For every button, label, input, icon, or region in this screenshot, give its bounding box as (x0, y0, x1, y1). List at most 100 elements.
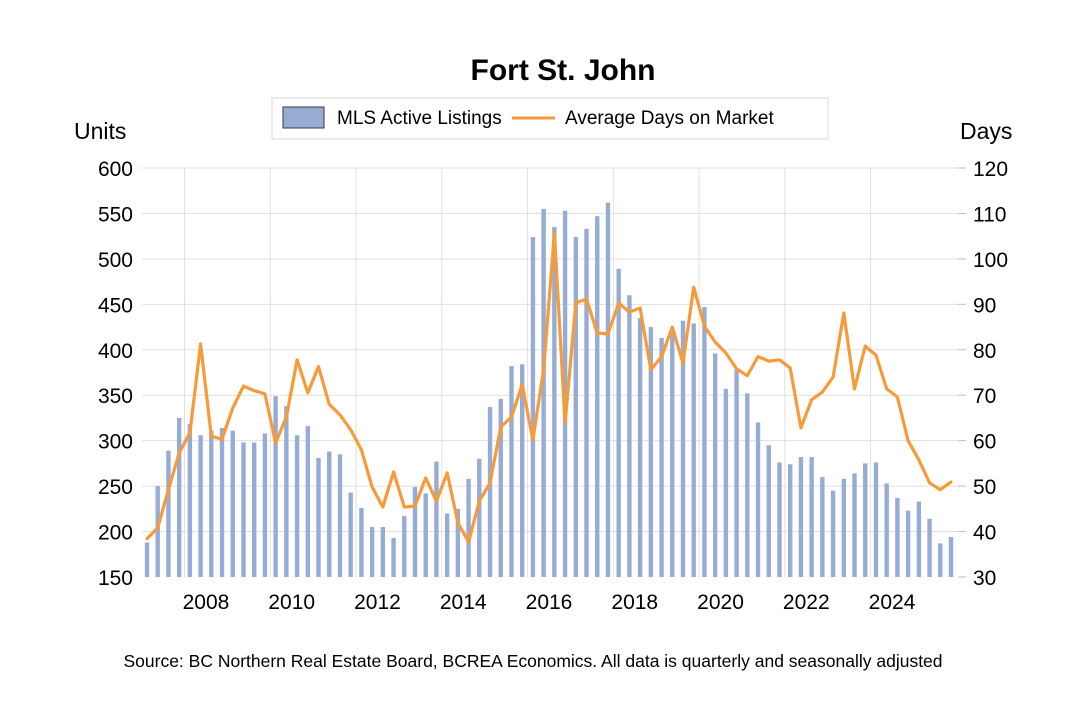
listings-bar (209, 430, 214, 577)
right-tick-label: 100 (973, 249, 1008, 272)
listings-bar (680, 320, 686, 577)
listings-bar (873, 462, 879, 577)
listings-bar (712, 353, 718, 577)
listings-bar (380, 527, 386, 577)
right-tick-label: 60 (973, 431, 996, 454)
listings-bar (552, 227, 557, 578)
x-tick-label: 2020 (697, 591, 744, 614)
listings-bar (230, 430, 235, 577)
right-axis-title: Days (960, 118, 1012, 144)
listings-bar (166, 450, 171, 577)
listings-bar (391, 537, 396, 577)
listings-bar (348, 492, 353, 577)
left-tick-label: 500 (98, 249, 133, 272)
listings-bar (144, 542, 150, 577)
left-tick-label: 300 (98, 431, 133, 454)
listings-bar (412, 487, 418, 577)
x-tick-label: 2022 (783, 591, 830, 614)
listings-bar (573, 237, 578, 577)
listings-bar (530, 237, 536, 577)
listings-bar (327, 451, 332, 577)
listings-bar (498, 398, 503, 577)
listings-bar (444, 513, 450, 577)
listings-bar (219, 427, 225, 577)
listings-bar (884, 483, 889, 577)
listings-bar (316, 457, 321, 577)
left-tick-label: 600 (98, 158, 133, 181)
right-tick-label: 30 (973, 567, 996, 590)
listings-bar (262, 433, 268, 577)
listings-bar (584, 228, 589, 577)
left-tick-label: 350 (98, 385, 133, 408)
listings-bar (916, 501, 922, 577)
x-tick-label: 2018 (611, 591, 658, 614)
listings-bar (605, 202, 611, 577)
listings-bar (841, 478, 846, 577)
chart-title: Fort St. John (471, 54, 656, 87)
listings-bar (541, 208, 546, 577)
listings-bar (637, 317, 643, 577)
listings-bar (337, 454, 343, 577)
listings-bar (187, 424, 193, 577)
listings-bar (198, 435, 203, 577)
x-tick-label: 2014 (440, 591, 487, 614)
days-on-market-line (145, 231, 953, 544)
listings-bar (294, 435, 300, 577)
listings-bar (938, 543, 943, 577)
listings-bar (434, 461, 439, 577)
x-tick-label: 2016 (526, 591, 573, 614)
x-tick-label: 2008 (183, 591, 230, 614)
right-tick-label: 50 (973, 476, 996, 499)
left-tick-label: 150 (98, 567, 133, 590)
left-axis-title: Units (74, 118, 126, 144)
listings-bar (809, 457, 814, 577)
legend-swatch-listings (282, 106, 325, 129)
listings-bar (798, 457, 804, 577)
listings-bar (595, 216, 600, 577)
listings-bar (509, 366, 514, 577)
listings-bar (176, 417, 182, 577)
listings-bar (852, 473, 857, 577)
listings-bar (402, 516, 407, 577)
listings-bar (755, 422, 761, 577)
listings-bar (702, 307, 707, 577)
listings-bar (830, 490, 836, 577)
listings-bar (777, 462, 782, 577)
listings-bar (648, 327, 654, 577)
listings-bar (616, 268, 621, 577)
x-tick-label: 2024 (869, 591, 916, 614)
listings-bars (144, 202, 954, 578)
listings-bar (305, 426, 310, 577)
legend-label-days: Average Days on Market (565, 108, 774, 129)
listings-bar (359, 507, 364, 577)
left-tick-label: 450 (98, 294, 133, 317)
x-tick-label: 2012 (354, 591, 401, 614)
listings-bar (734, 369, 739, 577)
listings-bar (477, 458, 482, 577)
listings-bar (905, 510, 911, 577)
listings-bar (562, 210, 568, 577)
right-tick-label: 40 (973, 522, 996, 545)
legend: MLS Active Listings Average Days on Mark… (271, 97, 829, 140)
listings-bar (520, 364, 525, 577)
listings-bar (241, 442, 246, 577)
listings-bar (745, 393, 750, 577)
listings-bar (284, 406, 289, 577)
listings-bar (659, 337, 664, 577)
right-tick-label: 120 (973, 158, 1008, 181)
x-tick-label: 2010 (268, 591, 315, 614)
listings-bar (627, 295, 632, 577)
listings-bar (723, 388, 729, 577)
listings-bar (927, 518, 932, 577)
right-tick-label: 90 (973, 294, 996, 317)
listings-bar (487, 407, 493, 577)
right-tick-label: 80 (973, 340, 996, 363)
days-line-layer (145, 231, 953, 544)
left-axis-ticks: 150 200 250 300 350 400 450 500 550 600 (98, 158, 133, 590)
gridlines (142, 167, 958, 577)
right-tick-label: 110 (973, 203, 1006, 226)
listings-bar (252, 442, 257, 577)
listings-bar (155, 486, 160, 577)
source-note: Source: BC Northern Real Estate Board, B… (123, 651, 942, 671)
